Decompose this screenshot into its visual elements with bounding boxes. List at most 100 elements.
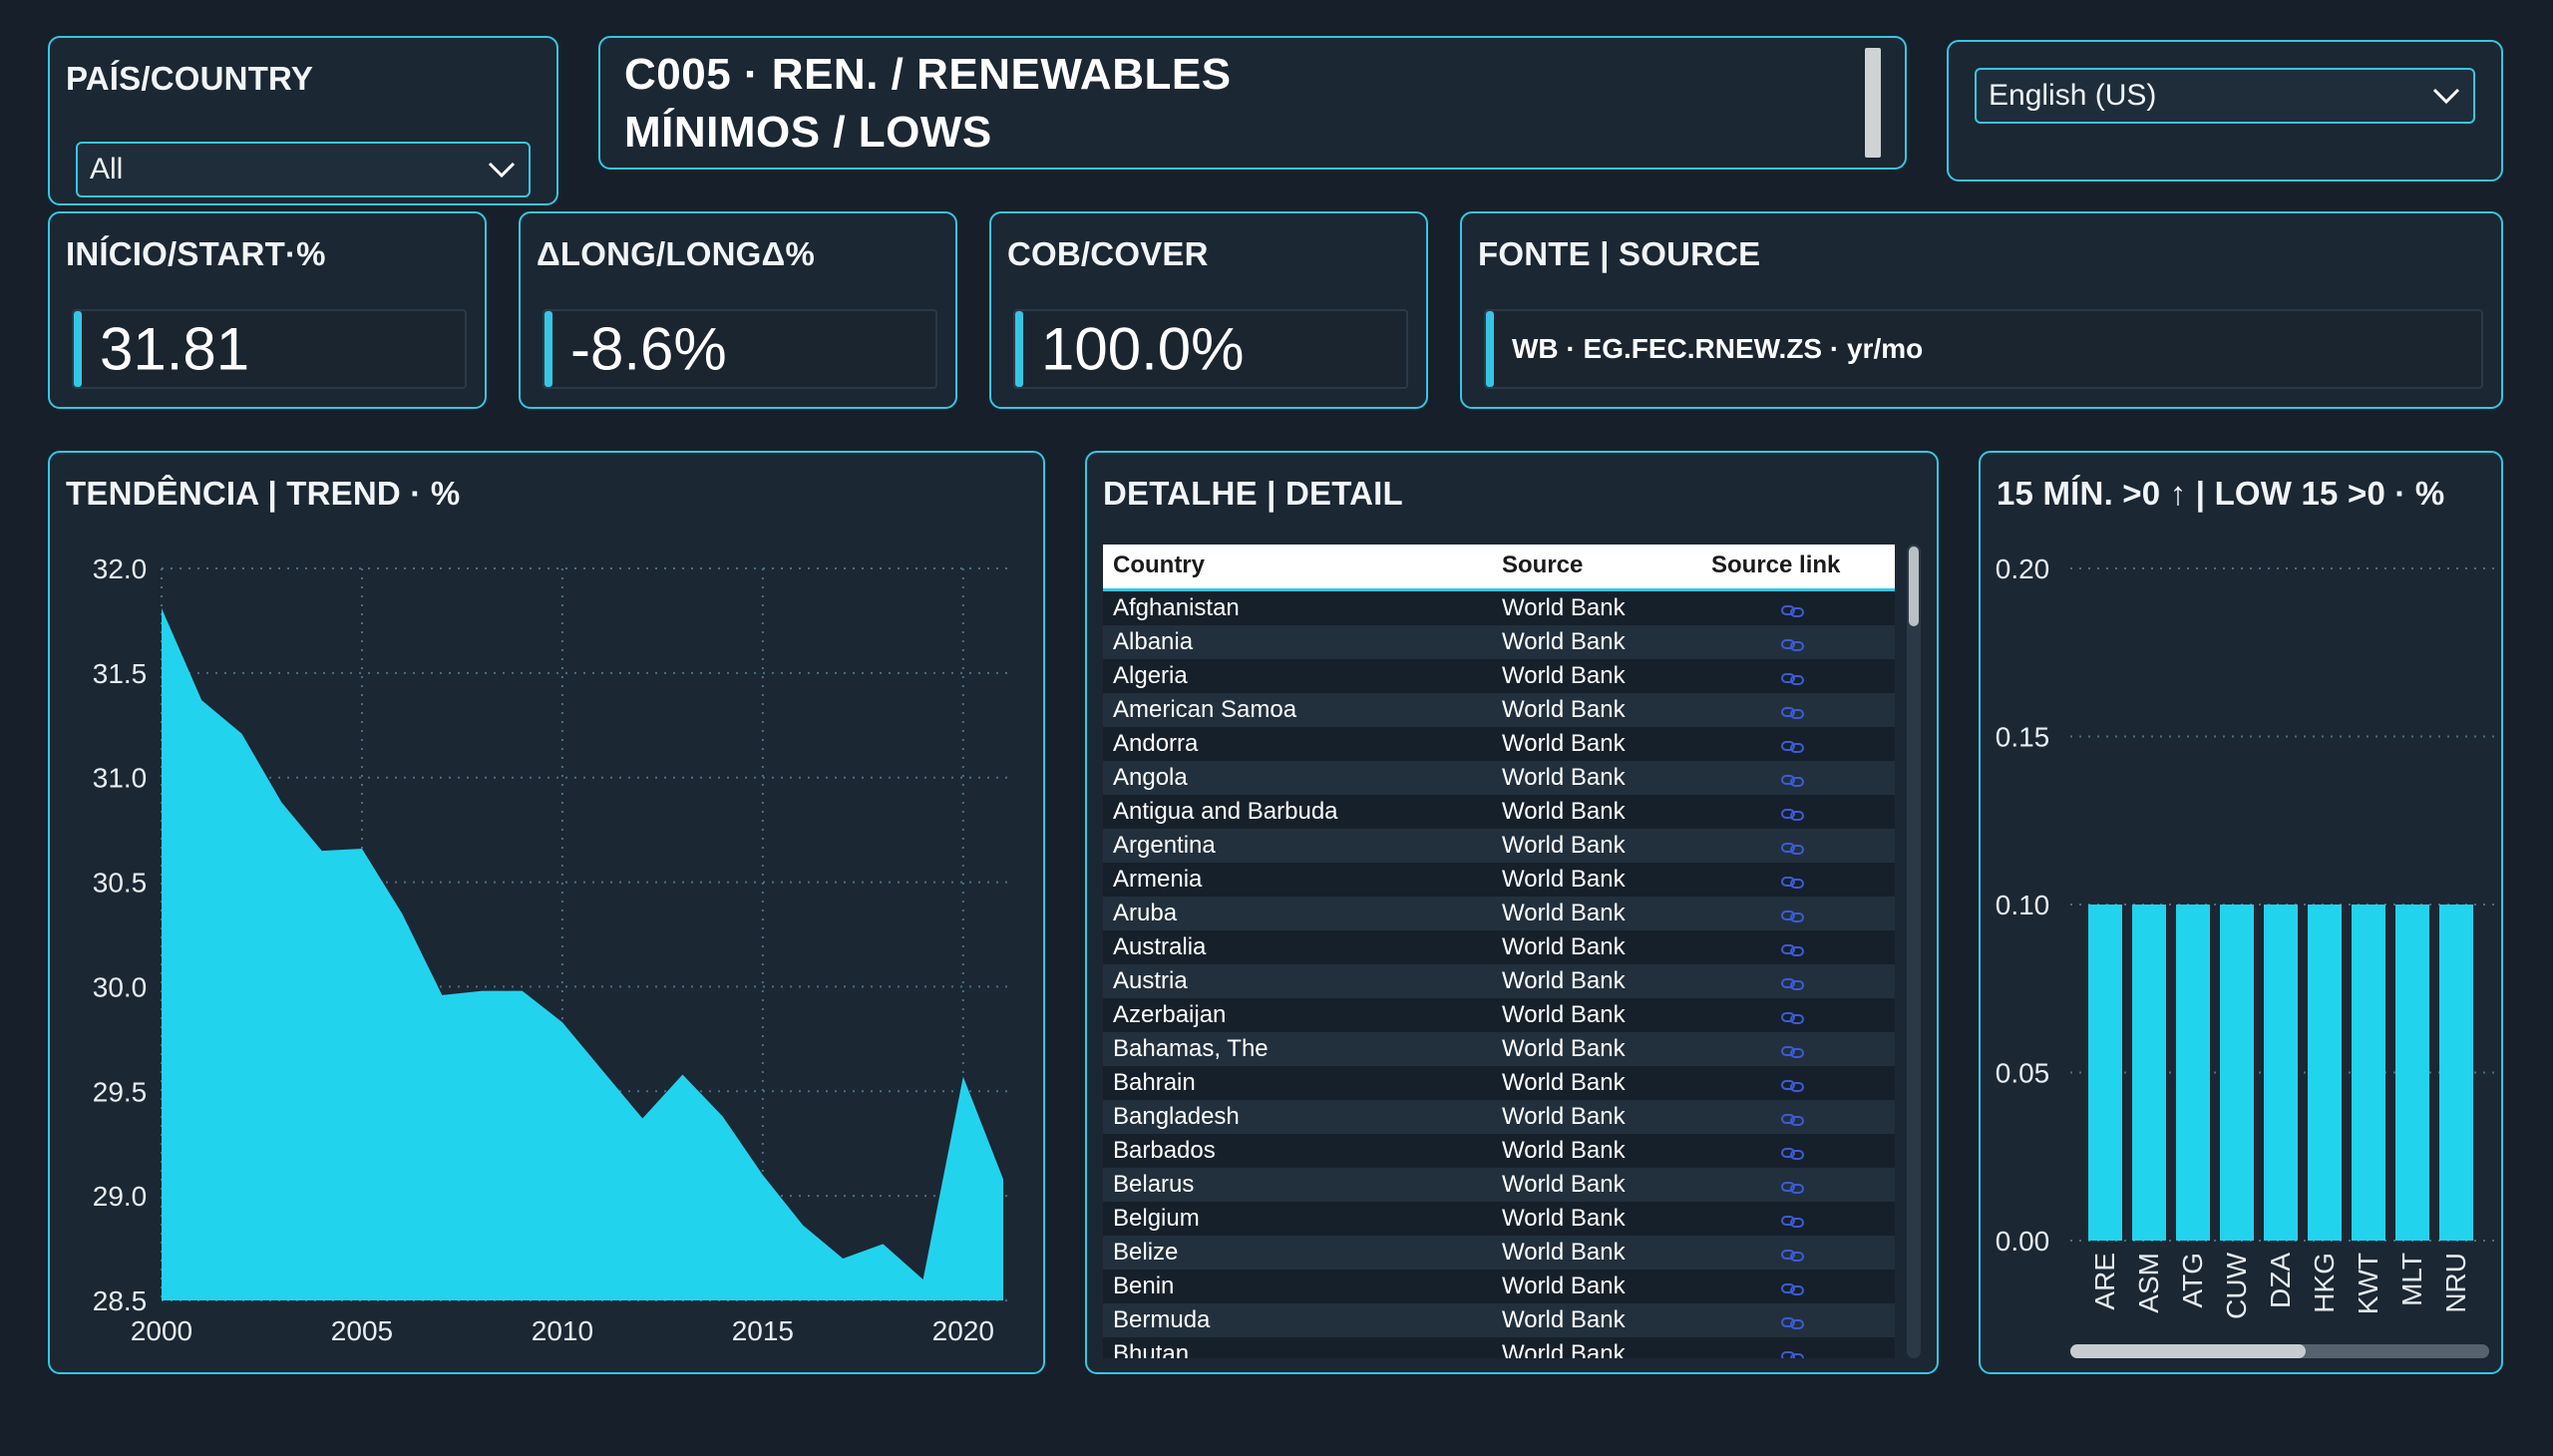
table-scrollbar[interactable]	[1907, 545, 1921, 1358]
country-filter-panel: PAÍS/COUNTRY All	[48, 36, 558, 205]
table-row[interactable]: American Samoa World Bank	[1103, 693, 1895, 727]
link-icon[interactable]	[1781, 970, 1805, 998]
table-row[interactable]: Bhutan World Bank	[1103, 1337, 1895, 1358]
title-scrollbar[interactable]	[1865, 48, 1881, 158]
link-icon[interactable]	[1781, 1208, 1805, 1236]
x-tick-label: 2020	[932, 1315, 994, 1346]
table-row[interactable]: Antigua and Barbuda World Bank	[1103, 795, 1895, 829]
link-icon[interactable]	[1781, 631, 1805, 659]
link-icon[interactable]	[1781, 767, 1805, 795]
source-cell: World Bank	[1502, 933, 1626, 960]
y-tick-label: 28.5	[93, 1285, 148, 1316]
link-icon[interactable]	[1781, 835, 1805, 863]
x-tick-label: 2015	[732, 1315, 794, 1346]
table-row[interactable]: Bahamas, The World Bank	[1103, 1032, 1895, 1066]
title-line-1: C005 · REN. / RENEWABLES	[624, 50, 1232, 99]
country-cell: Aruba	[1113, 900, 1178, 926]
kpi-delta-label: ΔLONG/LONGΔ%	[537, 235, 816, 272]
link-icon[interactable]	[1781, 801, 1805, 829]
bar-dza	[2264, 905, 2298, 1241]
table-row[interactable]: Argentina World Bank	[1103, 829, 1895, 863]
y-tick-label: 30.0	[93, 971, 148, 1002]
bar-are	[2088, 905, 2122, 1241]
source-cell: World Bank	[1502, 832, 1626, 859]
country-cell: Armenia	[1113, 866, 1203, 893]
table-row[interactable]: Barbados World Bank	[1103, 1134, 1895, 1168]
table-row[interactable]: Belgium World Bank	[1103, 1202, 1895, 1236]
table-row[interactable]: Aruba World Bank	[1103, 897, 1895, 930]
link-icon[interactable]	[1781, 665, 1805, 693]
table-row[interactable]: Andorra World Bank	[1103, 727, 1895, 761]
link-icon[interactable]	[1781, 1038, 1805, 1066]
language-dropdown[interactable]: English (US)	[1975, 68, 2475, 124]
source-cell: World Bank	[1502, 730, 1626, 757]
table-row[interactable]: Angola World Bank	[1103, 761, 1895, 795]
column-header-source-link[interactable]: Source link	[1711, 551, 1841, 578]
lows-title: 15 MÍN. >0 ↑ | LOW 15 >0 · %	[1997, 475, 2445, 512]
source-cell: World Bank	[1502, 1103, 1626, 1130]
trend-area	[162, 607, 1003, 1300]
country-cell: Austria	[1113, 967, 1188, 994]
country-cell: Benin	[1113, 1273, 1175, 1299]
country-cell: Belgium	[1113, 1205, 1200, 1232]
country-cell: Barbados	[1113, 1137, 1216, 1164]
source-cell: World Bank	[1502, 1137, 1626, 1164]
bar-kwt	[2352, 905, 2385, 1241]
link-icon[interactable]	[1781, 869, 1805, 897]
source-cell: World Bank	[1502, 1205, 1626, 1232]
table-row[interactable]: Benin World Bank	[1103, 1270, 1895, 1303]
table-row[interactable]: Bahrain World Bank	[1103, 1066, 1895, 1100]
bar-asm	[2132, 905, 2166, 1241]
table-row[interactable]: Afghanistan World Bank	[1103, 591, 1895, 625]
kpi-card-start: INÍCIO/START·% 31.81	[48, 211, 487, 409]
link-icon[interactable]	[1781, 1106, 1805, 1134]
table-row[interactable]: Belarus World Bank	[1103, 1168, 1895, 1202]
column-header-source[interactable]: Source	[1502, 551, 1584, 578]
link-icon[interactable]	[1781, 1174, 1805, 1202]
link-icon[interactable]	[1781, 597, 1805, 625]
link-icon[interactable]	[1781, 1242, 1805, 1270]
lows-hscrollbar-thumb[interactable]	[2070, 1344, 2306, 1358]
x-tick-label: ARE	[2089, 1253, 2120, 1310]
table-row[interactable]: Armenia World Bank	[1103, 863, 1895, 897]
kpi-accent-bar	[74, 311, 82, 387]
table-row[interactable]: Azerbaijan World Bank	[1103, 998, 1895, 1032]
link-icon[interactable]	[1781, 1309, 1805, 1337]
source-cell: World Bank	[1502, 628, 1626, 655]
link-icon[interactable]	[1781, 1072, 1805, 1100]
link-icon[interactable]	[1781, 936, 1805, 964]
detail-title: DETALHE | DETAIL	[1103, 475, 1403, 512]
table-row[interactable]: Bermuda World Bank	[1103, 1303, 1895, 1337]
link-icon[interactable]	[1781, 1140, 1805, 1168]
column-header-country[interactable]: Country	[1113, 551, 1205, 578]
lows-hscrollbar[interactable]	[2070, 1344, 2489, 1358]
country-dropdown[interactable]: All	[76, 142, 531, 197]
link-icon[interactable]	[1781, 699, 1805, 727]
source-cell: World Bank	[1502, 967, 1626, 994]
table-row[interactable]: Belize World Bank	[1103, 1236, 1895, 1270]
country-cell: American Samoa	[1113, 696, 1297, 723]
x-tick-label: 2000	[131, 1315, 192, 1346]
y-tick-label: 0.05	[1996, 1058, 2050, 1089]
source-cell: World Bank	[1502, 1273, 1626, 1299]
language-panel: English (US)	[1947, 40, 2503, 182]
table-row[interactable]: Austria World Bank	[1103, 964, 1895, 998]
table-row[interactable]: Bangladesh World Bank	[1103, 1100, 1895, 1134]
y-tick-label: 0.00	[1996, 1226, 2050, 1257]
kpi-cover-label: COB/COVER	[1007, 235, 1209, 272]
table-row[interactable]: Australia World Bank	[1103, 930, 1895, 964]
link-icon[interactable]	[1781, 1343, 1805, 1358]
link-icon[interactable]	[1781, 733, 1805, 761]
link-icon[interactable]	[1781, 1275, 1805, 1303]
y-tick-label: 32.0	[93, 553, 148, 584]
table-row[interactable]: Algeria World Bank	[1103, 659, 1895, 693]
trend-title: TENDÊNCIA | TREND · %	[66, 475, 461, 512]
table-row[interactable]: Albania World Bank	[1103, 625, 1895, 659]
bar-atg	[2176, 905, 2210, 1241]
source-cell: World Bank	[1502, 866, 1626, 893]
link-icon[interactable]	[1781, 1004, 1805, 1032]
country-cell: Afghanistan	[1113, 594, 1240, 621]
table-scrollbar-thumb[interactable]	[1909, 546, 1919, 626]
link-icon[interactable]	[1781, 903, 1805, 930]
table-header: Country Source Source link	[1103, 545, 1895, 591]
